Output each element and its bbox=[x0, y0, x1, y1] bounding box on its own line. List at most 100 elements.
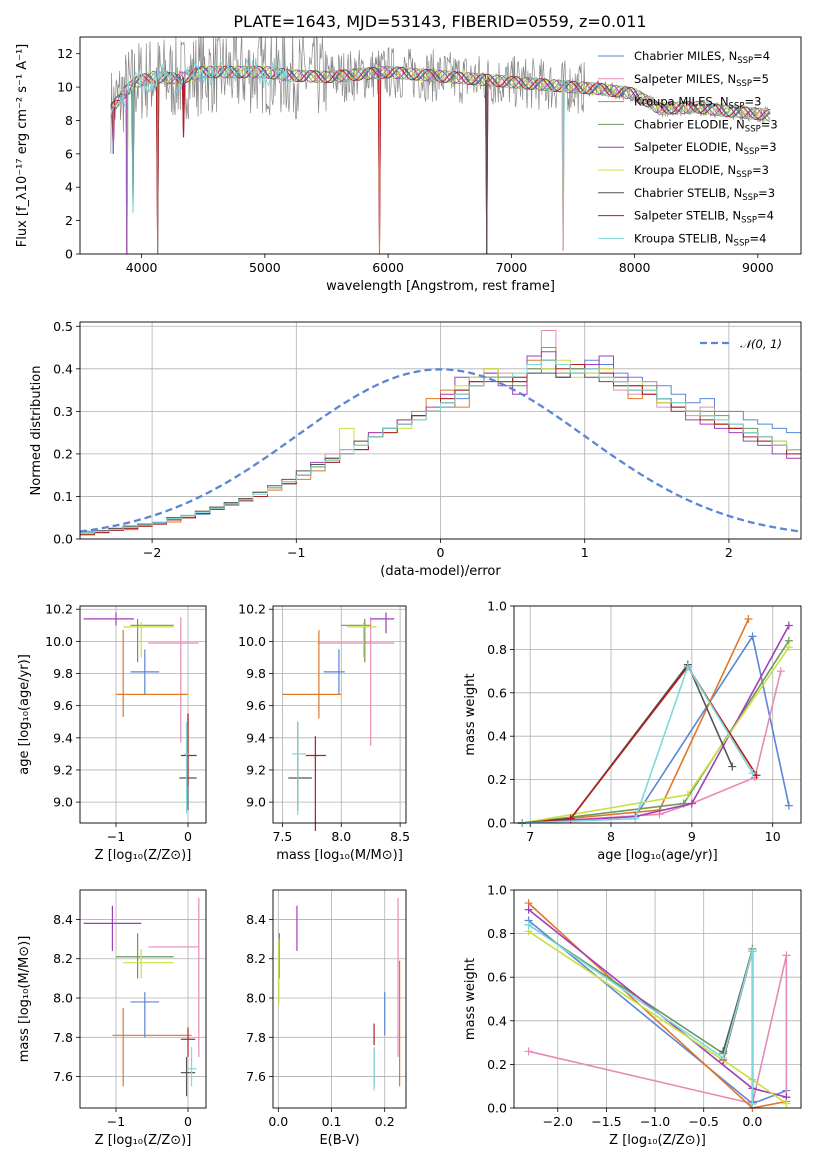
legend-entry: Chabrier MILES, NSSP=4 bbox=[634, 49, 770, 66]
weight-marker bbox=[744, 615, 753, 624]
page-title: PLATE=1643, MJD=53143, FIBERID=0559, z=0… bbox=[233, 12, 647, 31]
weight-line bbox=[722, 950, 754, 1104]
weight-marker bbox=[752, 771, 761, 780]
weight-marker bbox=[719, 1053, 728, 1062]
weight-line bbox=[521, 646, 790, 824]
x-tick-label: 0.0 bbox=[268, 1114, 288, 1129]
y-tick-label: 0.0 bbox=[487, 816, 507, 831]
y-tick-label: 8.2 bbox=[246, 951, 266, 966]
mass-vs-Z-panel: −1 0 7.6 7.8 8.0 8.2 8.4 Z [log₁₀(Z/Z⊙)] mass [l… bbox=[17, 889, 207, 1148]
weight-line bbox=[522, 640, 790, 824]
mass-vs-EBV-panel: 0.0 0.1 0.2 7.6 7.8 8.0 8.2 8.4 E(B-V) bbox=[246, 889, 407, 1148]
x-tick-label: −1.0 bbox=[640, 1114, 670, 1129]
y-tick-label: 0.8 bbox=[487, 926, 507, 941]
y-tick-label: 0.5 bbox=[53, 319, 73, 334]
axes-frame bbox=[79, 36, 802, 255]
y-axis-label: Flux [f_λ10⁻¹⁷ erg cm⁻² s⁻¹ A⁻¹] bbox=[15, 44, 30, 248]
weight-marker bbox=[683, 790, 692, 799]
y-tick-label: 9.6 bbox=[246, 698, 266, 713]
weight-marker bbox=[784, 643, 793, 652]
x-axis-label: Z [log₁₀(Z/Z⊙)] bbox=[95, 848, 192, 863]
model-spectrum-line bbox=[110, 65, 771, 254]
weight-line bbox=[722, 950, 754, 1104]
y-tick-label: 8 bbox=[65, 113, 73, 128]
weight-line bbox=[528, 924, 754, 1102]
histogram-step-line bbox=[80, 359, 801, 534]
y-tick-label: 9.0 bbox=[53, 795, 73, 810]
axes-frame bbox=[272, 605, 407, 824]
x-axis-label: Z [log₁₀(Z/Z⊙)] bbox=[95, 1133, 192, 1148]
y-tick-label: 1.0 bbox=[487, 883, 507, 898]
weight-marker bbox=[748, 632, 757, 641]
y-tick-label: 10.0 bbox=[45, 634, 73, 649]
weight-marker bbox=[524, 1047, 533, 1056]
y-tick-label: 9.2 bbox=[246, 762, 266, 777]
weight-line bbox=[522, 665, 758, 824]
weight-marker bbox=[776, 667, 785, 676]
y-axis-label: Normed distribution bbox=[29, 366, 44, 496]
y-tick-label: 9.0 bbox=[246, 795, 266, 810]
y-tick-label: 10.2 bbox=[238, 602, 266, 617]
legend: Chabrier MILES, NSSP=4 Salpeter MILES, NS… bbox=[598, 49, 778, 248]
x-tick-label: 8 bbox=[607, 829, 615, 844]
residuals-panel: −2 −1 0 1 2 0.0 0.1 0.2 0.3 0.4 0.5 𝒩(0, 1) (data-mo… bbox=[29, 319, 802, 579]
weight-line bbox=[522, 664, 754, 824]
axes-frame bbox=[79, 889, 207, 1109]
model-spectrum-line bbox=[110, 65, 771, 254]
model-spectrum-line bbox=[110, 65, 771, 254]
legend-entry: Kroupa STELIB, NSSP=4 bbox=[634, 231, 766, 248]
legend-entry: Kroupa ELODIE, NSSP=3 bbox=[634, 163, 769, 180]
y-tick-label: 7.8 bbox=[246, 1030, 266, 1045]
weight-marker bbox=[631, 814, 640, 823]
model-spectrum-line bbox=[110, 58, 771, 254]
y-tick-label: 6 bbox=[65, 146, 73, 161]
y-tick-label: 10.0 bbox=[238, 634, 266, 649]
y-tick-label: 0.2 bbox=[53, 446, 73, 461]
weight-vs-age-panel: 7 8 9 10 0.0 0.2 0.4 0.6 0.8 1.0 age [log₁₀(age/yr… bbox=[463, 599, 802, 863]
y-tick-label: 9.4 bbox=[53, 730, 73, 745]
x-tick-label: 6000 bbox=[372, 260, 404, 275]
x-tick-label: 2 bbox=[725, 545, 733, 560]
weight-marker bbox=[748, 1099, 757, 1108]
y-tick-label: 4 bbox=[65, 180, 73, 195]
y-tick-label: 7.6 bbox=[53, 1069, 73, 1084]
y-tick-label: 8.0 bbox=[53, 991, 73, 1006]
y-tick-label: 0.6 bbox=[487, 685, 507, 700]
model-spectrum-line bbox=[110, 65, 771, 254]
x-tick-label: 7.5 bbox=[272, 829, 292, 844]
age-vs-Z-panel: −1 0 9.0 9.2 9.4 9.6 9.8 10.0 10.2 Z [log₁₀(Z/Z⊙)… bbox=[17, 602, 207, 863]
y-axis-label: mass weight bbox=[463, 958, 478, 1040]
legend-entry: Kroupa MILES, NSSP=3 bbox=[634, 95, 761, 112]
x-tick-label: −2 bbox=[143, 545, 161, 560]
legend-entry: Chabrier STELIB, NSSP=3 bbox=[634, 186, 775, 203]
x-tick-label: −2.0 bbox=[543, 1114, 573, 1129]
age-vs-mass-panel: 7.5 8.0 8.5 9.0 9.2 9.4 9.6 9.8 10.0 10.2 mass [lo… bbox=[238, 602, 410, 863]
weight-marker bbox=[683, 662, 692, 671]
weight-marker bbox=[782, 951, 791, 960]
spectrum-plot-area bbox=[110, 37, 771, 254]
y-tick-label: 0.2 bbox=[487, 772, 507, 787]
y-tick-label: 0.4 bbox=[487, 1013, 507, 1028]
axes-frame bbox=[513, 605, 802, 824]
x-tick-label: 8000 bbox=[619, 260, 651, 275]
weight-marker bbox=[784, 801, 793, 810]
x-tick-label: 0.2 bbox=[375, 1114, 395, 1129]
x-tick-label: −1 bbox=[107, 829, 125, 844]
axes-frame bbox=[513, 889, 802, 1109]
x-axis-label: (data-model)/error bbox=[380, 564, 501, 579]
y-tick-label: 0.4 bbox=[53, 361, 73, 376]
weight-line bbox=[522, 625, 790, 824]
y-tick-label: 0.6 bbox=[487, 970, 507, 985]
y-tick-label: 12 bbox=[57, 46, 73, 61]
x-tick-label: 0 bbox=[184, 829, 192, 844]
x-tick-label: 9000 bbox=[742, 260, 774, 275]
weight-marker bbox=[782, 1099, 791, 1108]
x-tick-label: −0.5 bbox=[689, 1114, 719, 1129]
y-tick-label: 0.3 bbox=[53, 404, 73, 419]
y-tick-label: 0.4 bbox=[487, 729, 507, 744]
x-tick-label: 9 bbox=[688, 829, 696, 844]
weight-marker bbox=[728, 762, 737, 771]
y-tick-label: 7.8 bbox=[53, 1030, 73, 1045]
y-tick-label: 0.0 bbox=[487, 1101, 507, 1116]
